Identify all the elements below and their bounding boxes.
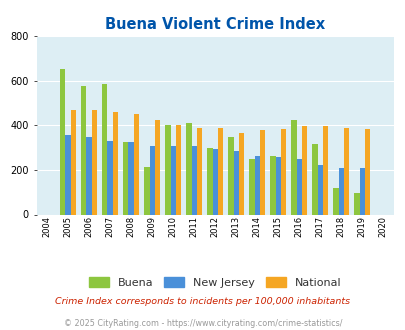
Bar — [102, 84, 107, 214]
Bar — [107, 141, 113, 214]
Bar — [311, 144, 317, 214]
Bar — [113, 112, 118, 214]
Bar — [280, 129, 286, 214]
Bar — [92, 110, 97, 214]
Bar — [228, 137, 233, 214]
Bar — [322, 126, 327, 214]
Bar — [170, 146, 175, 214]
Bar — [186, 123, 191, 214]
Text: Crime Index corresponds to incidents per 100,000 inhabitants: Crime Index corresponds to incidents per… — [55, 297, 350, 307]
Bar — [60, 69, 65, 214]
Bar — [86, 137, 92, 214]
Bar — [233, 151, 238, 214]
Bar — [144, 167, 149, 214]
Bar — [217, 128, 222, 214]
Bar — [301, 126, 306, 214]
Bar — [128, 142, 133, 214]
Bar — [191, 146, 196, 214]
Bar — [296, 159, 301, 214]
Bar — [254, 156, 259, 215]
Text: © 2025 CityRating.com - https://www.cityrating.com/crime-statistics/: © 2025 CityRating.com - https://www.city… — [64, 319, 341, 328]
Bar — [123, 142, 128, 214]
Bar — [249, 159, 254, 214]
Bar — [343, 128, 348, 214]
Bar — [359, 168, 364, 214]
Bar — [149, 146, 154, 214]
Legend: Buena, New Jersey, National: Buena, New Jersey, National — [85, 274, 344, 291]
Bar — [338, 168, 343, 214]
Bar — [175, 125, 181, 214]
Bar — [81, 86, 86, 214]
Bar — [238, 133, 243, 214]
Bar — [275, 157, 280, 214]
Bar — [270, 156, 275, 215]
Title: Buena Violent Crime Index: Buena Violent Crime Index — [105, 17, 324, 32]
Bar — [154, 120, 160, 214]
Bar — [259, 130, 264, 214]
Bar — [196, 128, 202, 214]
Bar — [70, 110, 76, 214]
Bar — [333, 188, 338, 214]
Bar — [65, 135, 70, 214]
Bar — [364, 129, 369, 214]
Bar — [317, 165, 322, 214]
Bar — [207, 148, 212, 214]
Bar — [165, 125, 170, 214]
Bar — [291, 120, 296, 214]
Bar — [354, 193, 359, 214]
Bar — [133, 114, 139, 214]
Bar — [212, 149, 217, 214]
